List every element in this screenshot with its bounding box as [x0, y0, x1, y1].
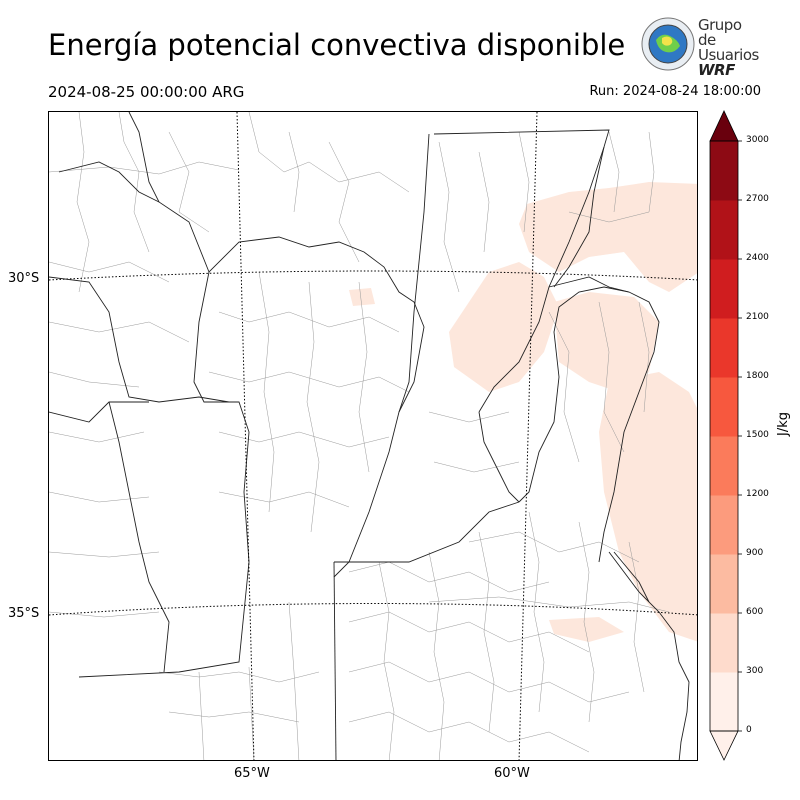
colorbar-ticks: [738, 140, 742, 732]
colorbar-tick-label: 3000: [746, 135, 769, 145]
lat-line-35s: [49, 603, 697, 616]
lat-line-30s: [49, 270, 697, 281]
boundary-corrientes: [548, 276, 630, 293]
lon-line-65w: [236, 112, 255, 760]
coast-inner: [613, 551, 650, 603]
lon-label-65w: 65°W: [234, 766, 270, 781]
colorbar-tick-label: 2700: [746, 194, 769, 204]
boundary-ba-west: [333, 561, 337, 760]
boundary-catamarca-santiago: [128, 112, 425, 413]
map-panel[interactable]: [48, 111, 698, 761]
coast-rio-plata: [608, 551, 690, 760]
colorbar-segment: [710, 554, 738, 614]
colorbar-over-arrow: [709, 110, 739, 142]
colorbar-tick-label: 300: [746, 666, 764, 676]
cape-area-patch1: [349, 288, 375, 306]
valid-time: 2024-08-25 00:00:00 ARG: [48, 83, 245, 101]
cape-area-patch2: [549, 617, 624, 642]
colorbar-under-arrow: [709, 730, 739, 761]
colorbar-segment: [710, 672, 738, 732]
colorbar-segment: [710, 436, 738, 496]
lat-label-35s: 35°S: [8, 606, 40, 621]
globe-logo-icon: [641, 17, 695, 71]
boundary-tucuman: [58, 161, 160, 203]
logo-line2: Usuarios: [698, 46, 759, 64]
boundary-santafe-east: [478, 411, 520, 503]
cape-area-east: [554, 292, 659, 392]
colorbar-segments: [710, 141, 738, 732]
colorbar-segment: [710, 613, 738, 673]
colorbar-tick-label: 0: [746, 725, 752, 735]
boundary-santafe-west: [398, 133, 430, 413]
map-title: Energía potencial convectiva disponible: [48, 28, 626, 62]
colorbar-unit: J/kg: [776, 412, 791, 436]
cape-field: [349, 182, 697, 642]
boundary-san-luis-west: [108, 401, 170, 673]
logo-line1: Grupo de: [698, 16, 742, 49]
colorbar-tick-label: 1800: [746, 371, 769, 381]
colorbar-segment: [710, 377, 738, 437]
logo-line3: WRF: [698, 61, 735, 79]
colorbar-tick-label: 2400: [746, 253, 769, 263]
cape-area-center: [449, 262, 559, 392]
boundary-santiago-chaco: [433, 129, 610, 413]
boundary-buenos-aires-north: [334, 501, 520, 563]
colorbar: [709, 110, 742, 761]
lon-label-60w: 60°W: [494, 766, 530, 781]
colorbar-segment: [710, 141, 738, 201]
colorbar-segment: [710, 495, 738, 555]
colorbar-tick-label: 2100: [746, 312, 769, 322]
run-time: Run: 2024-08-24 18:00:00: [589, 84, 761, 99]
boundary-entre-rios: [518, 286, 660, 563]
cape-area-north: [519, 182, 697, 292]
colorbar-segment: [710, 259, 738, 319]
boundary-san-juan: [49, 401, 149, 423]
wrf-logo: Grupo de Usuarios WRF: [640, 16, 760, 78]
cape-area-southeast: [599, 372, 697, 642]
colorbar-segment: [710, 200, 738, 260]
province-boundaries: [49, 112, 690, 760]
colorbar-tick-label: 600: [746, 607, 764, 617]
map-canvas: [49, 112, 697, 760]
logo-text: Grupo de Usuarios WRF: [698, 18, 760, 78]
graticule: [49, 112, 697, 760]
colorbar-tick-label: 900: [746, 548, 764, 558]
colorbar-tick-label: 1200: [746, 489, 769, 499]
boundary-cordoba-southeast: [333, 411, 400, 578]
colorbar-segment: [710, 318, 738, 378]
lat-label-30s: 30°S: [8, 271, 40, 286]
boundary-la-rioja: [49, 276, 230, 403]
colorbar-tick-label: 1500: [746, 430, 769, 440]
boundary-cordoba-west: [78, 271, 250, 678]
